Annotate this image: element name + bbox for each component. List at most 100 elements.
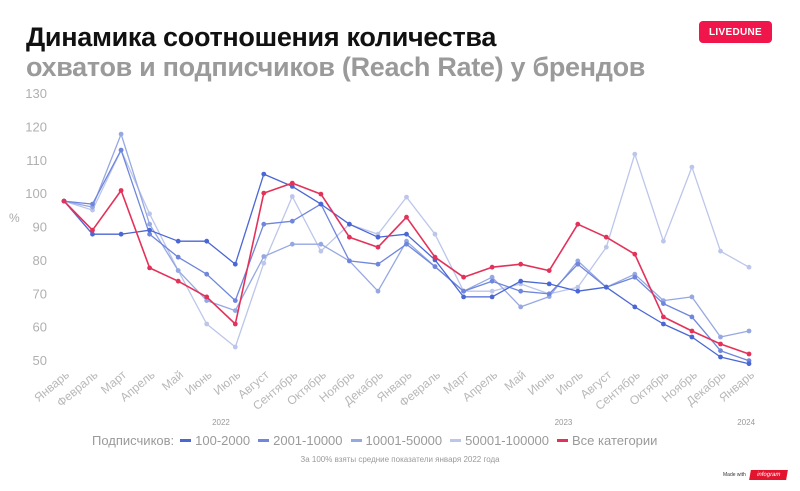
made-with-infogram[interactable]: Made with infogram [723, 470, 789, 480]
data-point[interactable] [546, 268, 552, 273]
data-point[interactable] [518, 304, 524, 310]
data-point[interactable] [718, 341, 723, 347]
data-point[interactable] [204, 294, 210, 300]
legend-item[interactable]: 50001-100000 [450, 433, 549, 448]
data-point[interactable] [375, 288, 381, 294]
data-point[interactable] [632, 151, 638, 157]
data-point[interactable] [261, 190, 267, 196]
data-point[interactable] [289, 241, 295, 247]
data-point[interactable] [318, 248, 324, 254]
data-point[interactable] [603, 244, 609, 250]
data-point[interactable] [318, 241, 324, 247]
data-point[interactable] [746, 264, 752, 270]
legend-item[interactable]: 10001-50000 [350, 433, 442, 448]
data-point[interactable] [90, 201, 95, 207]
data-point[interactable] [118, 188, 124, 193]
data-point[interactable] [175, 254, 181, 260]
data-point[interactable] [289, 180, 295, 186]
data-point[interactable] [175, 268, 181, 273]
data-point[interactable] [575, 284, 581, 290]
data-point[interactable] [147, 221, 153, 227]
data-point[interactable] [461, 288, 466, 294]
data-point[interactable] [632, 304, 638, 310]
data-point[interactable] [718, 334, 723, 340]
data-point[interactable] [318, 191, 324, 197]
data-point[interactable] [204, 271, 210, 277]
data-point[interactable] [689, 314, 695, 320]
data-point[interactable] [575, 258, 581, 264]
series-Все категории[interactable] [61, 180, 752, 357]
data-point[interactable] [289, 218, 295, 224]
data-point[interactable] [404, 194, 409, 200]
data-point[interactable] [118, 131, 124, 137]
data-point[interactable] [90, 227, 95, 233]
data-point[interactable] [118, 147, 124, 153]
data-point[interactable] [689, 294, 695, 300]
data-point[interactable] [489, 288, 495, 294]
data-point[interactable] [147, 231, 153, 237]
data-point[interactable] [232, 344, 238, 350]
data-point[interactable] [232, 321, 238, 327]
data-point[interactable] [689, 164, 695, 170]
data-point[interactable] [432, 231, 438, 237]
data-point[interactable] [603, 284, 609, 290]
data-point[interactable] [489, 278, 495, 284]
data-point[interactable] [147, 211, 153, 217]
data-point[interactable] [489, 294, 495, 300]
data-point[interactable] [232, 298, 238, 303]
data-point[interactable] [461, 274, 466, 280]
data-point[interactable] [375, 244, 381, 250]
data-point[interactable] [347, 221, 352, 227]
data-point[interactable] [432, 264, 438, 269]
data-point[interactable] [661, 321, 666, 327]
data-point[interactable] [232, 261, 238, 267]
data-point[interactable] [404, 231, 409, 237]
data-point[interactable] [261, 260, 267, 266]
data-point[interactable] [689, 328, 695, 334]
data-point[interactable] [518, 261, 524, 267]
data-point[interactable] [404, 214, 409, 220]
data-point[interactable] [632, 251, 638, 257]
livedune-badge[interactable]: LIVEDUNE [699, 21, 772, 43]
data-point[interactable] [232, 308, 238, 313]
data-point[interactable] [175, 238, 181, 244]
series-100-2000[interactable] [61, 171, 752, 367]
data-point[interactable] [746, 328, 752, 334]
data-point[interactable] [289, 184, 295, 189]
data-point[interactable] [718, 354, 723, 360]
data-point[interactable] [204, 238, 210, 244]
data-point[interactable] [661, 314, 666, 320]
data-point[interactable] [575, 288, 581, 294]
data-point[interactable] [347, 234, 352, 240]
data-point[interactable] [632, 274, 638, 280]
data-point[interactable] [546, 281, 552, 287]
data-point[interactable] [261, 171, 267, 177]
data-point[interactable] [718, 248, 723, 254]
series-2001-10000[interactable] [61, 147, 752, 364]
legend-item[interactable]: 100-2000 [180, 433, 250, 448]
data-point[interactable] [518, 278, 524, 284]
data-point[interactable] [746, 351, 752, 357]
data-point[interactable] [61, 198, 67, 204]
data-point[interactable] [461, 294, 466, 300]
data-point[interactable] [375, 234, 381, 240]
data-point[interactable] [261, 221, 267, 227]
data-point[interactable] [746, 361, 752, 367]
legend-item[interactable]: 2001-10000 [258, 433, 343, 448]
data-point[interactable] [546, 291, 552, 297]
data-point[interactable] [175, 278, 181, 284]
data-point[interactable] [575, 221, 581, 227]
data-point[interactable] [375, 261, 381, 267]
legend-item[interactable]: Все категории [557, 433, 657, 448]
data-point[interactable] [489, 264, 495, 270]
data-point[interactable] [518, 288, 524, 294]
data-point[interactable] [90, 231, 95, 237]
data-point[interactable] [204, 321, 210, 327]
data-point[interactable] [118, 231, 124, 237]
data-point[interactable] [347, 258, 352, 264]
data-point[interactable] [603, 234, 609, 240]
data-point[interactable] [318, 201, 324, 207]
data-point[interactable] [289, 194, 295, 199]
data-point[interactable] [718, 348, 723, 354]
data-point[interactable] [432, 254, 438, 260]
